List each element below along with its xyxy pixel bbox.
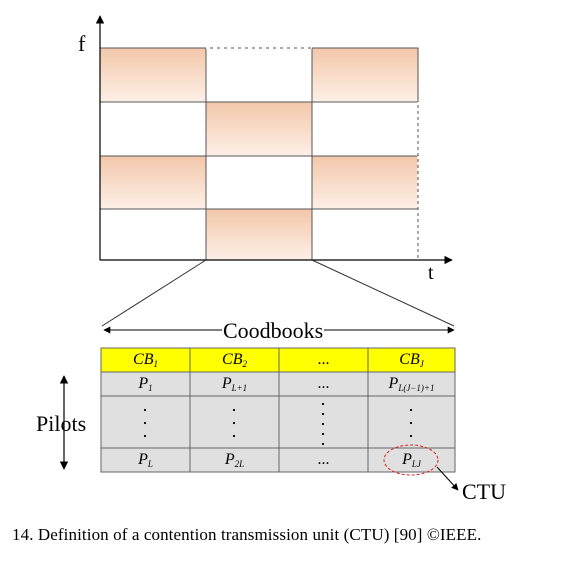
header-cell-cbj: CBJ xyxy=(399,351,424,369)
tf-block-r4c3 xyxy=(311,208,419,261)
header-cell-ellipsis: ... xyxy=(317,351,330,368)
table-row-first xyxy=(100,371,456,397)
zoom-line-left xyxy=(101,259,207,327)
tf-block-r3c2 xyxy=(205,155,313,210)
pilot-cell-ellipsis-first: ... xyxy=(317,375,330,392)
ctu-label: CTU xyxy=(462,479,506,504)
pilot-cell-plj: PLJ xyxy=(402,451,421,469)
tf-block-r4c1 xyxy=(99,208,207,261)
ctu-highlight-ellipse xyxy=(383,444,439,476)
tf-block-r1c1 xyxy=(99,47,207,103)
tf-block-r3c1 xyxy=(99,155,207,210)
tf-block-r1c3 xyxy=(311,47,419,103)
tf-block-r1c2 xyxy=(205,47,313,103)
codebooks-label: Coodbooks xyxy=(222,318,325,343)
frequency-axis-label: f xyxy=(78,31,86,56)
tf-block-r4c2 xyxy=(205,208,313,261)
pilot-cell-pl: PL xyxy=(138,451,153,469)
pilot-cell-p2l: P2L xyxy=(224,451,245,469)
zoom-line-right xyxy=(311,259,455,327)
pilot-cell-pl1: PL+1 xyxy=(221,375,248,393)
vertical-ellipsis-col2 xyxy=(232,408,236,438)
tf-block-r3c3 xyxy=(311,155,419,210)
vertical-ellipsis-col4 xyxy=(409,408,413,438)
figure-caption: 14. Definition of a contention transmiss… xyxy=(12,525,482,544)
vertical-ellipsis-col1 xyxy=(143,408,147,438)
header-cell-cb2: CB2 xyxy=(222,351,247,369)
tf-block-r2c1 xyxy=(99,101,207,157)
ctu-pointer-arrow xyxy=(436,466,459,491)
tf-block-r2c2 xyxy=(205,101,313,157)
tf-block-r2c3 xyxy=(311,101,419,157)
pilots-label: Pilots xyxy=(36,411,87,436)
pilot-cell-ellipsis-last: ... xyxy=(317,451,330,468)
pilot-cell-plj1: PL(J−1)+1 xyxy=(388,375,435,393)
pilot-cell-p1: P1 xyxy=(138,375,153,393)
time-axis-label: t xyxy=(428,262,434,284)
vertical-ellipsis-col3 xyxy=(321,402,325,446)
table-row-middle xyxy=(100,395,456,449)
table-row-last xyxy=(100,447,456,473)
header-cell-cb1: CB1 xyxy=(133,351,158,369)
table-header-row xyxy=(100,347,456,373)
